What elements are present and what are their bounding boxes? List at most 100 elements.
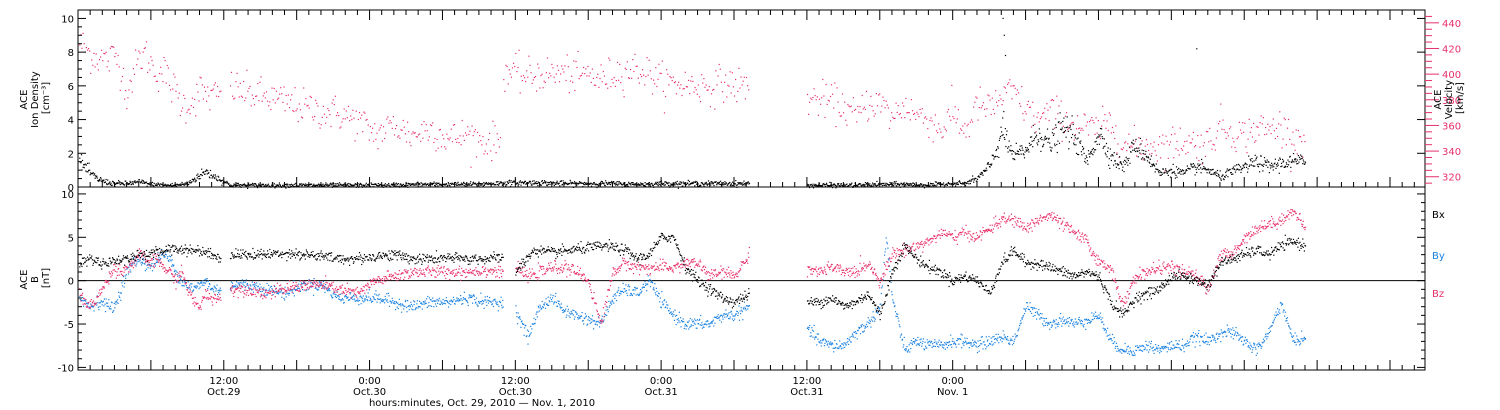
velocity-point xyxy=(1191,138,1193,140)
by-point xyxy=(120,292,122,294)
by-point xyxy=(856,332,858,334)
ion-density-point xyxy=(1250,164,1252,166)
by-point xyxy=(663,300,665,302)
velocity-point xyxy=(928,136,930,138)
by-point xyxy=(316,288,318,290)
velocity-point xyxy=(214,82,216,84)
velocity-point xyxy=(306,105,308,107)
ion-density-point xyxy=(516,183,518,185)
ion-density-point xyxy=(1103,146,1105,148)
ion-density-point xyxy=(196,174,198,176)
velocity-point xyxy=(1247,138,1249,140)
ion-density-point xyxy=(181,181,183,184)
ion-density-point xyxy=(1301,157,1303,159)
ion-density-point xyxy=(318,183,320,185)
by-point xyxy=(1062,316,1064,318)
ion-density-point xyxy=(425,184,427,186)
ion-density-point xyxy=(641,183,643,185)
ion-density-point xyxy=(1248,155,1250,157)
by-point xyxy=(726,316,728,318)
ion-density-point xyxy=(617,183,619,185)
by-point xyxy=(353,298,356,300)
by-point xyxy=(905,348,907,350)
ion-density-point xyxy=(434,184,436,187)
ion-density-point xyxy=(1150,155,1152,157)
ion-density-point xyxy=(1177,172,1179,174)
velocity-point xyxy=(1288,118,1290,121)
ion-density-point xyxy=(1219,170,1221,172)
ion-density-point xyxy=(101,179,103,181)
velocity-point xyxy=(147,71,149,73)
velocity-point xyxy=(457,137,459,140)
ion-density-point xyxy=(979,173,981,175)
ion-density-point xyxy=(651,183,653,185)
velocity-point xyxy=(385,132,387,134)
ion-density-point xyxy=(403,185,405,187)
by-point xyxy=(1042,323,1044,325)
by-point xyxy=(442,303,444,305)
ion-density-point xyxy=(1245,163,1247,165)
velocity-point xyxy=(399,137,401,139)
by-point xyxy=(901,339,903,341)
velocity-point xyxy=(713,88,715,90)
ion-density-point xyxy=(259,184,261,186)
velocity-point xyxy=(198,100,200,102)
ion-density-point xyxy=(1203,166,1205,168)
by-point xyxy=(579,317,581,319)
by-point xyxy=(161,254,163,256)
velocity-point xyxy=(538,67,540,69)
by-point xyxy=(499,301,501,303)
ion-density-point xyxy=(229,185,231,187)
ion-density-point xyxy=(329,184,331,186)
ion-density-point xyxy=(829,181,831,183)
velocity-point xyxy=(85,47,87,49)
by-point xyxy=(883,262,885,264)
by-point xyxy=(367,300,369,302)
ion-density-point xyxy=(305,183,307,185)
ion-density-point xyxy=(359,183,361,186)
ion-density-point xyxy=(141,179,143,181)
ion-density-point xyxy=(1030,143,1032,146)
by-point xyxy=(382,299,385,301)
by-point xyxy=(886,241,888,243)
ion-density-point xyxy=(723,183,725,185)
by-point xyxy=(902,338,904,340)
ion-density-point xyxy=(707,180,710,182)
velocity-point xyxy=(1223,129,1225,131)
by-point xyxy=(258,287,260,289)
velocity-point xyxy=(1070,123,1072,125)
ion-density-point xyxy=(862,183,864,185)
velocity-point xyxy=(136,64,138,66)
velocity-point xyxy=(952,116,954,118)
by-point xyxy=(640,292,642,294)
ion-density-point xyxy=(1050,149,1052,151)
velocity-point xyxy=(1241,132,1243,134)
by-point xyxy=(280,290,282,292)
by-point xyxy=(683,321,685,323)
by-point xyxy=(524,327,526,329)
by-point xyxy=(496,301,498,303)
by-point xyxy=(890,281,892,283)
by-point xyxy=(820,345,822,347)
ion-density-point xyxy=(279,183,281,186)
ion-density-point xyxy=(91,173,93,175)
ion-density-point xyxy=(601,181,603,183)
ion-density-point xyxy=(605,180,607,182)
ion-density-point xyxy=(705,183,707,185)
by-point xyxy=(942,344,944,346)
by-point xyxy=(711,322,713,324)
velocity-point xyxy=(919,108,921,110)
by-point xyxy=(234,286,236,288)
ion-density-point xyxy=(1221,175,1223,178)
by-point xyxy=(658,293,660,295)
ion-density-point xyxy=(242,184,244,186)
by-point xyxy=(1089,322,1091,324)
velocity-point xyxy=(585,68,587,70)
ion-density-point xyxy=(1192,163,1194,165)
by-point xyxy=(588,317,590,319)
velocity-point xyxy=(638,82,640,84)
by-point xyxy=(229,287,232,289)
velocity-point xyxy=(521,80,523,82)
ion-density-point xyxy=(285,187,287,189)
velocity-point xyxy=(350,115,352,117)
